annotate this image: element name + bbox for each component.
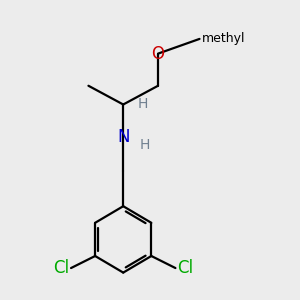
Text: Cl: Cl (177, 259, 193, 277)
Text: methyl: methyl (202, 32, 246, 45)
Text: O: O (152, 45, 164, 63)
Text: H: H (139, 138, 150, 152)
Text: Cl: Cl (54, 259, 70, 277)
Text: N: N (117, 128, 130, 146)
Text: H: H (138, 98, 148, 112)
